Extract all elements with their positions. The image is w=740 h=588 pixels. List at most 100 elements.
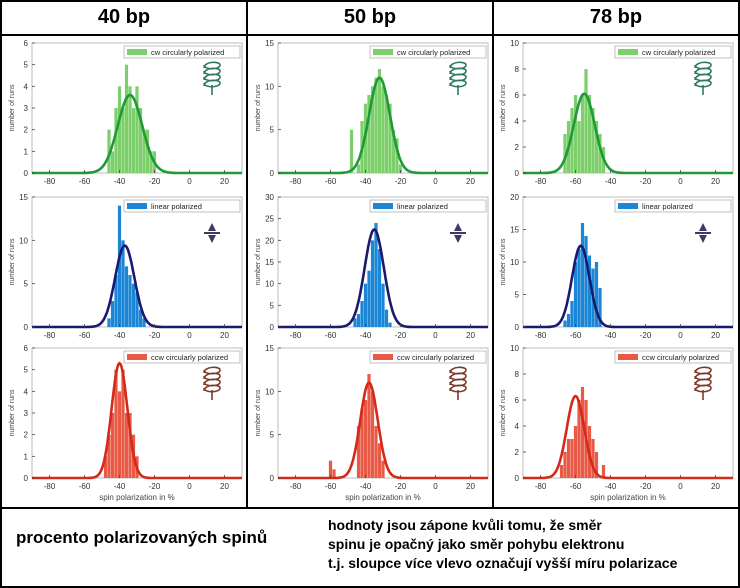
x-tick-label: -20	[640, 482, 652, 491]
bar	[580, 95, 585, 173]
bar	[114, 275, 118, 327]
linear-arrows-icon	[450, 223, 466, 243]
bar	[580, 387, 585, 478]
x-tick-label: -80	[535, 482, 547, 491]
y-tick-label: 15	[510, 226, 519, 235]
x-tick-label: 0	[433, 177, 438, 186]
bar	[128, 275, 132, 327]
bar	[598, 134, 602, 173]
y-tick-label: 4	[24, 387, 29, 396]
y-tick-label: 10	[265, 280, 274, 289]
fit-curve	[32, 244, 242, 329]
x-tick-label: -40	[360, 331, 372, 340]
legend-box	[614, 350, 732, 364]
y-tick-label: 15	[19, 193, 28, 202]
bar	[377, 443, 382, 478]
y-tick-label: 4	[24, 82, 29, 91]
histogram-panel-50bp-cw: -80 -60 -40 -20 0 20 0 5 10 15 number of runs cw ci…	[255, 39, 489, 186]
y-tick-label: 25	[265, 215, 274, 224]
y-tick-label: 2	[24, 431, 29, 440]
bar	[370, 86, 375, 173]
bar	[363, 283, 368, 327]
x-tick-label: -60	[325, 331, 337, 340]
y-tick-label: 2	[24, 126, 29, 135]
x-tick-label: -40	[360, 177, 372, 186]
bar	[145, 129, 150, 173]
bar	[135, 86, 139, 173]
y-tick-label: 5	[270, 431, 275, 440]
legend-box	[123, 45, 241, 59]
bar	[594, 452, 599, 478]
bar	[128, 413, 132, 478]
bar	[110, 301, 115, 327]
legend-swatch	[373, 49, 393, 55]
bar	[114, 369, 118, 478]
bar	[580, 223, 585, 327]
y-axis-label: number of runs	[500, 389, 507, 437]
bar	[388, 322, 392, 327]
x-tick-label: -20	[149, 177, 161, 186]
y-tick-label: 10	[265, 82, 274, 91]
bar	[563, 134, 567, 173]
y-axis-label: number of runs	[255, 84, 262, 132]
y-axis-label: number of runs	[9, 84, 16, 132]
bar	[328, 460, 333, 478]
bar	[135, 292, 139, 327]
legend-label: ccw circularly polarized	[151, 353, 228, 362]
bar	[573, 262, 578, 327]
y-tick-label: 3	[24, 104, 29, 113]
bar	[388, 103, 392, 173]
bar	[131, 108, 136, 173]
histogram-panel-40bp-ccw: -80 -60 -40 -20 0 20 0 1 2 3 4 5 6 number of runs ccw …	[9, 344, 243, 502]
y-axis-label: number of runs	[500, 84, 507, 132]
legend-box	[369, 350, 487, 364]
legend-swatch	[127, 49, 147, 55]
bar	[107, 129, 111, 173]
bar	[356, 314, 361, 327]
x-tick-label: 20	[220, 177, 229, 186]
y-axis-label: number of runs	[9, 238, 16, 286]
x-axis-label: spin polarization in %	[345, 493, 421, 502]
bar	[128, 86, 132, 173]
bar	[370, 391, 375, 478]
bar	[381, 86, 385, 173]
fit-curve	[523, 394, 733, 480]
x-tick-label: -80	[44, 482, 56, 491]
ccw-helix-icon	[203, 366, 221, 400]
y-axis-label: number of runs	[255, 238, 262, 286]
x-tick-label: -40	[360, 482, 372, 491]
x-tick-label: -60	[79, 482, 91, 491]
bar	[353, 318, 357, 327]
x-tick-label: -60	[79, 331, 91, 340]
y-tick-label: 15	[265, 258, 274, 267]
y-tick-label: 20	[265, 236, 274, 245]
histogram-panel-50bp-linear: -80 -60 -40 -20 0 20 0 5 10 15 20 25 30 number of run…	[255, 193, 489, 340]
y-tick-label: 0	[515, 169, 520, 178]
bar	[107, 434, 111, 478]
bar	[391, 129, 396, 173]
y-tick-label: 5	[515, 291, 520, 300]
bar	[563, 320, 567, 327]
bar	[577, 400, 581, 478]
legend-box	[614, 45, 732, 59]
bar	[367, 95, 371, 173]
y-tick-label: 15	[265, 39, 274, 48]
bar	[570, 108, 574, 173]
y-tick-label: 10	[19, 236, 28, 245]
y-tick-label: 8	[515, 370, 520, 379]
bar	[395, 138, 399, 173]
legend-swatch	[127, 203, 147, 209]
bar	[563, 452, 567, 478]
legend-label: ccw circularly polarized	[397, 353, 474, 362]
bar	[594, 262, 599, 327]
legend-label: linear polarized	[151, 202, 202, 211]
x-tick-label: 20	[220, 482, 229, 491]
bar	[110, 413, 115, 478]
bar	[381, 283, 385, 327]
bar	[559, 465, 564, 478]
legend-label: linear polarized	[642, 202, 693, 211]
bar	[124, 413, 129, 478]
bar	[573, 95, 578, 173]
bar	[570, 439, 574, 478]
x-tick-label: 0	[433, 331, 438, 340]
